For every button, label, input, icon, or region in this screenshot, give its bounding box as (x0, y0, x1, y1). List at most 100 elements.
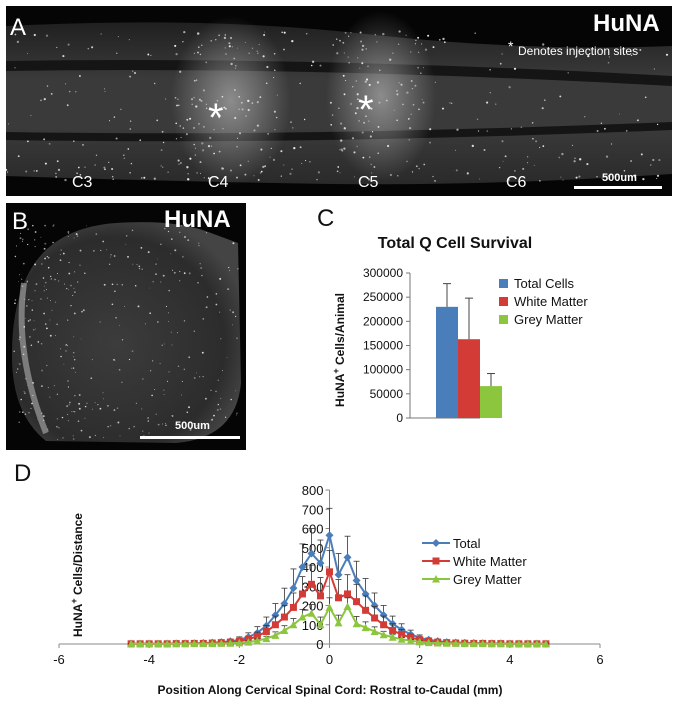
chart-d-point (316, 559, 325, 568)
segment-label-c3: C3 (72, 174, 93, 191)
chart-d-point (307, 549, 316, 558)
chart-d-point (343, 602, 352, 610)
chart-d-point (325, 603, 334, 611)
chart-d-point (478, 639, 487, 648)
chart-d-point (370, 627, 379, 635)
chart-d-ytick-label: 800 (302, 483, 324, 498)
chart-d-point (307, 609, 316, 617)
chart-d-point (289, 620, 298, 629)
chart-d-point (362, 606, 370, 614)
chart-d-point (289, 603, 297, 611)
panel-c-letter: C (317, 205, 335, 232)
panel-d-letter: D (14, 460, 32, 487)
chart-d-point (325, 531, 334, 540)
chart-d-point (253, 636, 262, 645)
chart-d-point (145, 639, 154, 648)
chart-d-legend-marker (432, 557, 440, 565)
chart-c-legend-label: Total Cells (514, 276, 574, 291)
chart-d-point (380, 621, 388, 629)
chart-d-point (199, 639, 208, 648)
chart-d-point (136, 639, 145, 648)
chart-d-legend-label: White Matter (453, 554, 527, 569)
panel-b-scalebar-label: 500um (175, 420, 210, 432)
chart-d-point (379, 630, 388, 639)
panel-b-scalebar (140, 436, 240, 439)
chart-d-point (398, 630, 406, 638)
chart-d-point (298, 613, 307, 621)
chart-d-point (163, 639, 172, 648)
chart-d-point (397, 635, 406, 643)
chart-d-point (127, 639, 136, 648)
chart-d-point (280, 613, 288, 621)
panel-a-scalebar (574, 186, 662, 189)
chart-c-bar (480, 386, 502, 418)
chart-d-point (406, 636, 415, 645)
chart-c-legend-swatch (499, 315, 508, 324)
chart-d-point (181, 639, 190, 648)
segment-label-c5: C5 (358, 174, 379, 191)
chart-d-point (244, 638, 253, 646)
injection-site-c4: * (208, 96, 224, 140)
chart-d-point (190, 639, 199, 648)
chart-d-point (433, 639, 442, 647)
chart-d-point (217, 639, 226, 647)
chart-c-bar (436, 306, 458, 418)
chart-d-point (415, 637, 424, 646)
chart-d-point (307, 580, 315, 588)
chart-d-point (487, 639, 496, 648)
chart-d-point (253, 632, 261, 640)
chart-d-xtick-label: 6 (596, 652, 603, 667)
chart-d-point (298, 563, 307, 571)
injection-note-marker: * (508, 38, 514, 54)
chart-d-xtick-label: -4 (143, 652, 155, 667)
panel-a-stain-label: HuNA (593, 10, 660, 37)
panel-a-letter: A (10, 14, 27, 41)
chart-d-point (154, 639, 163, 648)
chart-c-ytick-label: 0 (396, 411, 403, 425)
chart-d-point (541, 639, 550, 648)
panel-b-micrograph (6, 203, 246, 450)
chart-d-ytick-label: 600 (302, 522, 324, 537)
chart-d-point (442, 639, 451, 647)
chart-c-ytick-label: 200000 (363, 314, 403, 328)
chart-d-point (353, 598, 361, 606)
chart-d-point (496, 639, 505, 648)
chart-d-point (469, 639, 478, 648)
chart-d-point (344, 590, 352, 598)
chart-d-xtick-label: 0 (326, 652, 333, 667)
chart-d-ylabel: HuNA+ Cells/Distance (69, 513, 85, 637)
chart-d-series (127, 597, 550, 648)
segment-label-c4: C4 (208, 174, 229, 191)
chart-d-ytick-label: 500 (302, 541, 324, 556)
chart-d-xtick-label: -6 (53, 652, 65, 667)
chart-d-point (271, 631, 280, 639)
chart-d-point (316, 620, 325, 629)
chart-d-legend-marker (432, 539, 440, 547)
chart-c-legend-swatch (499, 297, 508, 306)
chart-d-point (334, 570, 343, 579)
chart-d-point (208, 639, 217, 648)
chart-d-point (379, 611, 388, 620)
chart-c-legend-label: White Matter (514, 294, 588, 309)
chart-d-point (334, 618, 343, 627)
chart-d-point (280, 626, 289, 635)
chart-c-legend-label: Grey Matter (514, 312, 583, 327)
chart-d-ytick-label: 200 (302, 599, 324, 614)
chart-d-ytick-label: 700 (302, 502, 324, 517)
chart-d-point (505, 639, 514, 648)
chart-c-ytick-label: 250000 (363, 290, 403, 304)
spinal-cord-cross-section-image (11, 222, 241, 443)
chart-d-point (514, 639, 523, 648)
chart-c-bar (458, 339, 480, 418)
chart-d-point (289, 584, 298, 593)
chart-d-point (389, 627, 397, 635)
chart-d-point (262, 627, 270, 635)
chart-d-point (370, 601, 379, 610)
chart-d-point (532, 639, 541, 648)
chart-c-ylabel: HuNA+ Cells/Animal (331, 293, 347, 407)
chart-d-point (352, 576, 361, 585)
chart-c-ytick-label: 50000 (370, 387, 404, 401)
panel-a-scalebar-label: 500um (602, 172, 637, 184)
chart-c-ytick-label: 150000 (363, 339, 403, 353)
chart-d-ytick-label: 0 (316, 637, 323, 652)
